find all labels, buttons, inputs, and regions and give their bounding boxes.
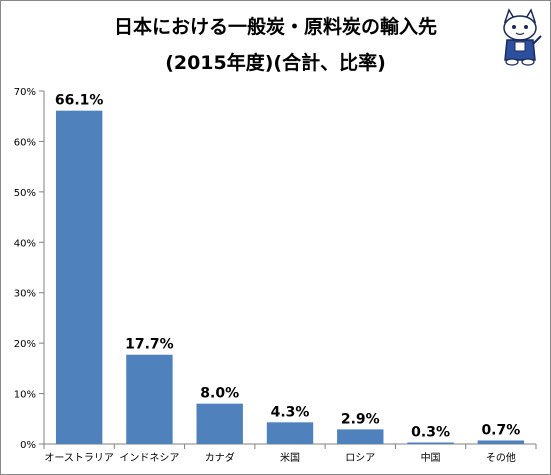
data-label: 2.9%	[341, 411, 380, 427]
y-tick-label: 10%	[14, 390, 36, 401]
bar	[266, 422, 314, 444]
data-label: 66.1%	[55, 93, 104, 109]
y-tick-label: 70%	[14, 87, 36, 98]
chart-title-line-1: 日本における一般炭・原料炭の輸入先	[113, 16, 437, 38]
bar	[337, 429, 384, 444]
x-tick-label: オーストラリア	[44, 452, 114, 464]
bar	[126, 354, 173, 444]
y-tick-label: 60%	[14, 137, 36, 148]
data-label: 17.7%	[125, 337, 174, 353]
data-label: 8.0%	[200, 386, 239, 402]
x-tick-label: インドネシア	[119, 452, 179, 464]
bar	[196, 403, 243, 444]
x-tick-label: ロシア	[345, 453, 375, 464]
bar	[477, 440, 525, 444]
bar	[407, 442, 454, 444]
y-tick-label: 20%	[14, 339, 36, 350]
data-label: 0.7%	[481, 422, 520, 438]
x-tick-label: 中国	[421, 451, 441, 464]
x-tick-label: 米国	[280, 451, 300, 464]
x-tick-label: その他	[486, 451, 516, 464]
y-tick-label: 40%	[14, 238, 36, 249]
cartoon-cat-mascot-icon	[503, 8, 542, 66]
data-label: 4.3%	[271, 404, 310, 420]
y-tick-label: 50%	[14, 188, 36, 199]
bar	[55, 110, 103, 444]
y-tick-label: 0%	[20, 440, 36, 451]
y-tick-label: 30%	[14, 289, 36, 300]
data-label: 0.3%	[411, 424, 450, 440]
x-tick-label: カナダ	[205, 451, 235, 464]
chart-title-line-2: (2015年度)(合計、比率)	[165, 52, 386, 74]
